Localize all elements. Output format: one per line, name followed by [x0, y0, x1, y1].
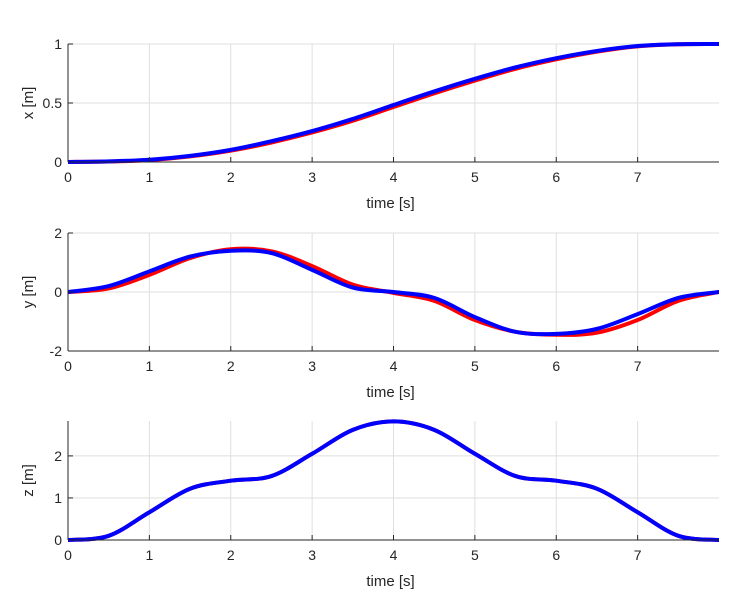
- y-axis-label: z [m]: [20, 464, 37, 497]
- y-tick-label: 0.5: [43, 95, 63, 111]
- x-tick-label: 2: [227, 169, 235, 185]
- y-tick-label: 0: [54, 532, 62, 548]
- x-axis-label: time [s]: [366, 573, 414, 590]
- x-axis-label: time [s]: [366, 384, 414, 401]
- y-tick-label: 0: [54, 154, 62, 170]
- y-tick-label: 1: [54, 490, 62, 506]
- x-tick-label: 6: [552, 547, 560, 563]
- x-tick-label: 1: [145, 358, 153, 374]
- x-tick-label: 3: [308, 547, 316, 563]
- y-tick-label: 2: [54, 448, 62, 464]
- subplot-3: 0 1 2 3 4 5 6 7 0 1 2 time [s] z [m]: [20, 419, 719, 590]
- x-tick-label: 5: [471, 169, 479, 185]
- x-tick-label: 5: [471, 547, 479, 563]
- x-tick-label: 0: [64, 169, 72, 185]
- x-tick-label: 5: [471, 358, 479, 374]
- x-tick-label: 7: [634, 169, 642, 185]
- x-tick-label: 4: [390, 169, 398, 185]
- x-tick-label: 6: [552, 169, 560, 185]
- y-axis-label: x [m]: [20, 87, 37, 120]
- series-line-2: [68, 42, 719, 164]
- series-line-2: [68, 419, 719, 542]
- y-tick-label: -2: [50, 343, 63, 359]
- x-tick-label: 1: [145, 547, 153, 563]
- x-tick-label: 0: [64, 358, 72, 374]
- x-tick-label: 0: [64, 547, 72, 563]
- x-tick-label: 7: [634, 547, 642, 563]
- x-tick-label: 2: [227, 547, 235, 563]
- x-tick-label: 3: [308, 358, 316, 374]
- x-tick-label: 4: [390, 547, 398, 563]
- y-tick-label: 0: [54, 284, 62, 300]
- y-axis-label: y [m]: [20, 276, 37, 309]
- x-tick-label: 6: [552, 358, 560, 374]
- series-line-2: [68, 248, 719, 337]
- x-tick-label: 1: [145, 169, 153, 185]
- x-tick-label: 4: [390, 358, 398, 374]
- y-tick-label: 1: [54, 36, 62, 52]
- x-axis-label: time [s]: [366, 195, 414, 212]
- subplot-1: 0 1 2 3 4 5 6 7 0 0.5 1 time [s] x [m]: [20, 36, 719, 212]
- x-tick-label: 7: [634, 358, 642, 374]
- x-tick-label: 2: [227, 358, 235, 374]
- y-tick-label: 2: [54, 225, 62, 241]
- x-tick-label: 3: [308, 169, 316, 185]
